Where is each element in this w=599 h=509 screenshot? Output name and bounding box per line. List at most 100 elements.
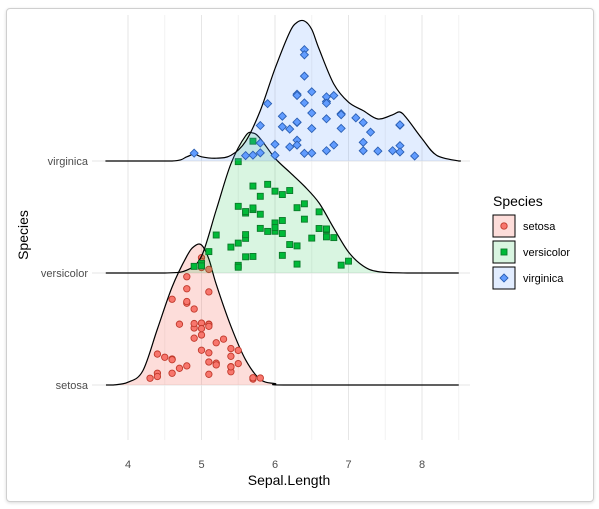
data-point [234, 346, 242, 355]
legend-item-virginica: virginica [492, 266, 564, 290]
y-tick-label: virginica [48, 156, 89, 168]
data-point [189, 148, 199, 158]
x-tick-labels: 4 5 6 7 8 [125, 459, 425, 471]
data-point [227, 363, 235, 371]
data-point [286, 241, 294, 249]
data-point [299, 148, 310, 158]
data-point [212, 231, 220, 239]
data-point [242, 231, 250, 239]
data-point [205, 370, 213, 378]
data-point [271, 187, 279, 195]
data-point [278, 251, 286, 259]
data-point [175, 364, 184, 372]
data-point [321, 98, 332, 108]
data-point [270, 150, 280, 160]
data-point [277, 111, 287, 121]
data-point [270, 139, 280, 149]
data-point [315, 208, 323, 216]
data-point [197, 324, 206, 333]
data-point [330, 234, 338, 242]
data-point [153, 372, 162, 381]
legend-item-versicolor: versicolor [492, 240, 570, 264]
data-point [299, 71, 310, 81]
data-point [285, 124, 295, 134]
data-point [183, 285, 191, 293]
y-axis-title: Species [15, 210, 31, 260]
data-point [256, 210, 264, 218]
data-point [190, 262, 198, 270]
data-point [256, 192, 264, 200]
data-point [264, 227, 272, 235]
data-point [336, 110, 346, 120]
data-point [300, 200, 308, 208]
data-point [299, 98, 310, 108]
data-point [286, 187, 294, 194]
data-point [256, 224, 264, 232]
data-point [358, 146, 368, 156]
data-point [264, 180, 272, 188]
points-versicolor [190, 137, 352, 271]
data-point [212, 339, 220, 347]
data-point [499, 273, 509, 283]
data-point [410, 151, 420, 161]
data-point [307, 87, 317, 97]
density-line-setosa [105, 243, 459, 386]
data-point [234, 158, 242, 166]
data-point [153, 350, 162, 358]
data-point [321, 146, 332, 156]
data-point [242, 253, 250, 261]
data-point [161, 353, 169, 361]
data-point [227, 243, 235, 251]
data-point [190, 305, 198, 313]
density-line-versicolor [105, 131, 459, 274]
legend-label: setosa [523, 221, 556, 233]
data-point [249, 204, 257, 212]
density-fill-versicolor [105, 132, 459, 273]
data-point [197, 331, 206, 339]
data-point [373, 146, 383, 156]
data-point [227, 344, 235, 353]
data-point [323, 225, 330, 233]
data-point [227, 352, 235, 360]
x-axis-title: Sepal.Length [248, 472, 331, 488]
x-tick-label: 5 [198, 459, 204, 471]
legend-label: virginica [523, 273, 564, 285]
data-point [337, 261, 345, 269]
points-virginica [189, 45, 420, 161]
y-tick-labels: setosa versicolor virginica [41, 156, 89, 392]
data-point [255, 148, 265, 158]
data-point [205, 358, 213, 366]
data-point [307, 108, 317, 118]
density-fill-setosa [105, 244, 459, 385]
x-tick-label: 8 [419, 459, 425, 471]
data-point [387, 146, 398, 156]
data-point [249, 253, 257, 260]
x-tick-label: 7 [345, 459, 351, 471]
data-point [336, 123, 346, 134]
data-point [255, 138, 265, 148]
data-point [500, 222, 508, 230]
data-point [307, 148, 317, 158]
data-point [168, 295, 176, 303]
data-point [242, 208, 250, 216]
data-point [249, 374, 257, 382]
data-point [190, 334, 198, 342]
data-point [271, 224, 279, 231]
data-point [240, 150, 251, 161]
data-point [293, 242, 301, 250]
data-point [323, 233, 330, 241]
data-point [292, 90, 302, 101]
data-point [146, 374, 154, 382]
legend-title: Species [493, 193, 543, 209]
data-point [278, 217, 286, 224]
data-point [205, 248, 213, 256]
data-point [307, 123, 317, 134]
data-point [249, 182, 257, 190]
ridge-versicolor [105, 131, 459, 274]
data-point [315, 225, 323, 232]
data-point [292, 117, 302, 127]
x-tick-label: 4 [125, 459, 131, 471]
y-tick-label: versicolor [41, 268, 88, 280]
data-point [321, 114, 332, 124]
